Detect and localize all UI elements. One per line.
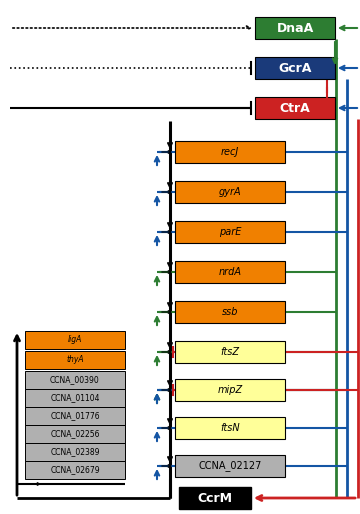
Text: recJ: recJ [221,147,239,157]
Bar [25,371,125,389]
Bar [175,417,285,439]
Bar [175,341,285,363]
Bar [25,407,125,425]
Bar [175,455,285,477]
Bar [25,443,125,461]
Bar [175,379,285,401]
Text: CtrA: CtrA [280,101,310,115]
Text: mipZ: mipZ [217,385,243,395]
Text: CCNA_00390: CCNA_00390 [50,376,100,384]
Text: CcrM: CcrM [198,491,233,505]
Text: CCNA_01104: CCNA_01104 [50,394,100,402]
Bar [25,351,125,369]
Bar [179,487,251,509]
Text: DnaA: DnaA [276,22,314,34]
Text: ligA: ligA [68,336,82,344]
Text: GcrA: GcrA [278,62,312,75]
Text: ftsZ: ftsZ [220,347,239,357]
Text: CCNA_01776: CCNA_01776 [50,412,100,420]
Text: CCNA_02256: CCNA_02256 [50,430,100,438]
Bar [175,221,285,243]
Bar [175,141,285,163]
Bar [25,389,125,407]
Text: thyA: thyA [66,356,84,364]
Bar [255,17,335,39]
Bar [175,261,285,283]
Text: CCNA_02127: CCNA_02127 [198,461,262,471]
Bar [25,425,125,443]
Bar [255,57,335,79]
Text: gyrA: gyrA [219,187,241,197]
Bar [25,331,125,349]
Bar [255,97,335,119]
Text: CCNA_02389: CCNA_02389 [50,448,100,456]
Bar [175,301,285,323]
Text: nrdA: nrdA [219,267,242,277]
Text: ftsN: ftsN [220,423,240,433]
Text: parE: parE [219,227,241,237]
Text: ssb: ssb [222,307,238,317]
Bar [175,181,285,203]
Bar [25,461,125,479]
Text: CCNA_02679: CCNA_02679 [50,466,100,474]
